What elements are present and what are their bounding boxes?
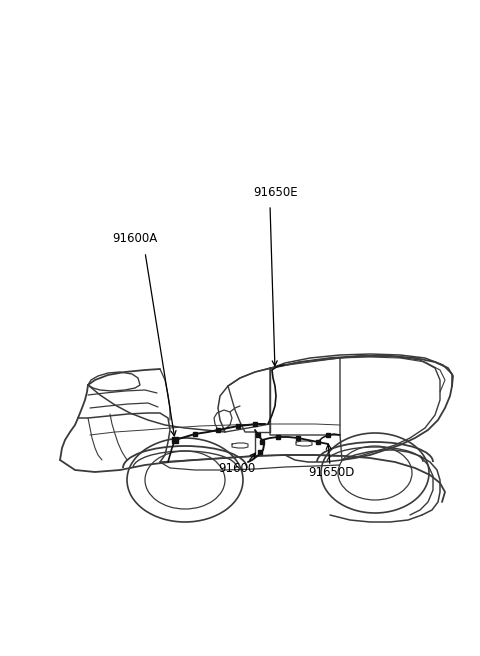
Text: 91600A: 91600A [112, 232, 157, 245]
Text: 91650D: 91650D [308, 466, 354, 478]
Text: 91600: 91600 [218, 462, 255, 474]
Text: 91650E: 91650E [253, 186, 298, 199]
